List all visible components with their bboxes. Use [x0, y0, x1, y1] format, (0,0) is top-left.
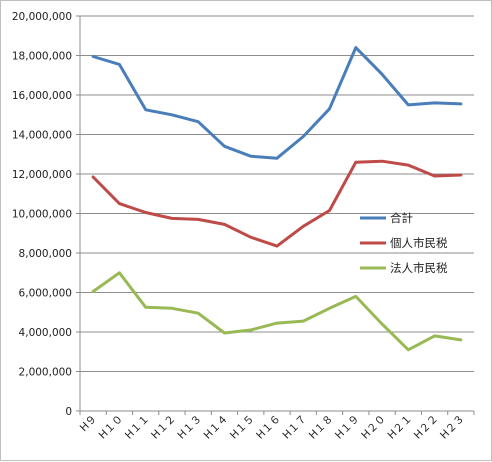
legend-label: 個人市民税	[390, 236, 448, 250]
x-tick-label: H２３	[438, 413, 467, 442]
legend-label: 法人市民税	[390, 261, 448, 275]
x-tick-label: H１９	[333, 413, 362, 442]
y-axis-tick-labels: 0 2,000,000 4,000,000 6,000,000 8,000,000 10,…	[12, 11, 72, 418]
x-tick-label: H１３	[175, 413, 204, 442]
gridlines	[80, 15, 474, 372]
series-line-3	[91, 271, 463, 352]
series-lines	[91, 46, 463, 352]
x-tick-label: H１１	[123, 413, 152, 442]
x-tick-label: H１４	[202, 413, 231, 442]
y-tick-label: 10,000,000	[12, 209, 72, 221]
x-tick-label: H１７	[280, 413, 309, 442]
y-tick-label: 0	[65, 406, 72, 418]
y-tick-label: 8,000,000	[19, 248, 72, 260]
series-line-1	[91, 46, 463, 160]
series-line-2	[91, 159, 463, 248]
x-tick-label: H１５	[228, 413, 257, 442]
x-tick-label: H９	[78, 413, 100, 435]
x-tick-label: H１６	[254, 413, 283, 442]
y-tick-label: 6,000,000	[19, 288, 72, 300]
axes	[76, 15, 475, 415]
x-tick-label: H２２	[412, 413, 441, 442]
x-tick-label: H２１	[386, 413, 415, 442]
x-tick-label: H１８	[307, 413, 336, 442]
y-tick-label: 16,000,000	[12, 90, 72, 102]
legend-label: 合計	[390, 211, 413, 225]
y-tick-label: 2,000,000	[19, 367, 72, 379]
y-tick-label: 20,000,000	[12, 11, 72, 23]
y-tick-label: 14,000,000	[12, 130, 72, 142]
y-tick-label: 4,000,000	[19, 327, 72, 339]
x-tick-label: H１０	[97, 413, 126, 442]
x-tick-label: H２０	[359, 413, 388, 442]
y-tick-label: 12,000,000	[12, 169, 72, 181]
y-tick-label: 18,000,000	[12, 51, 72, 63]
x-tick-label: H１２	[149, 413, 178, 442]
x-axis-tick-labels: H９H１０H１１H１２H１３H１４H１５H１６H１７H１８H１９H２０H２１H２…	[78, 413, 467, 442]
